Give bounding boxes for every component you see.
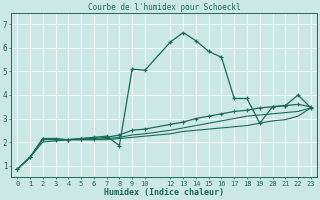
Title: Courbe de l'humidex pour Schoeckl: Courbe de l'humidex pour Schoeckl — [88, 3, 240, 12]
X-axis label: Humidex (Indice chaleur): Humidex (Indice chaleur) — [104, 188, 224, 197]
